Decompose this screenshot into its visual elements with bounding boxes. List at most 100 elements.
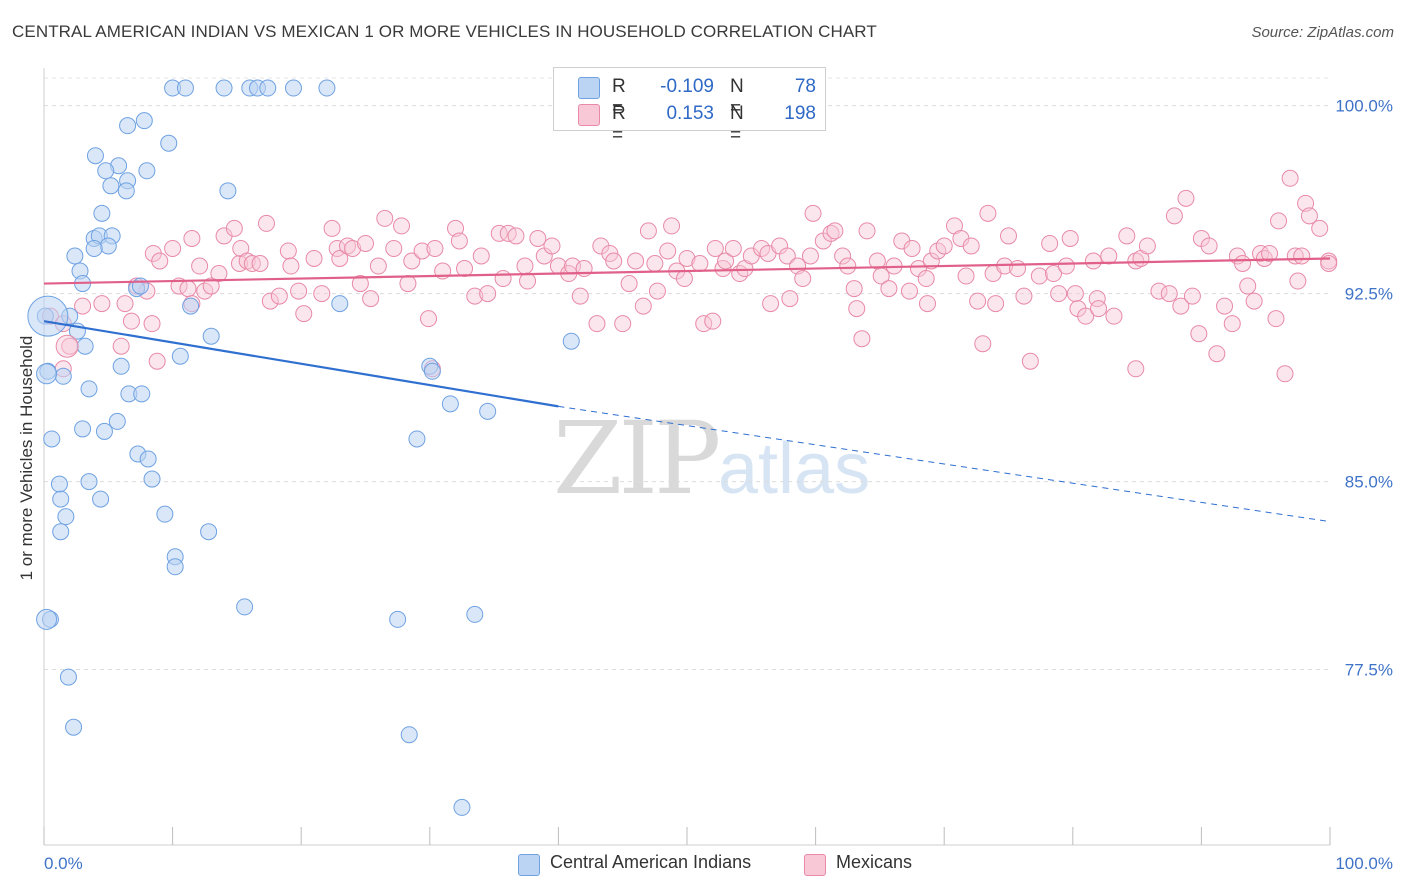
point-central-american-indian (236, 598, 254, 616)
point-central-american-indian (215, 79, 233, 97)
point-mexican (845, 280, 863, 298)
point-mexican (1160, 285, 1178, 303)
point-mexican (979, 204, 997, 222)
legend-r-label: R = (612, 76, 626, 119)
x-tick-label: 100.0% (1335, 854, 1393, 873)
point-mexican (164, 239, 182, 257)
point-central-american-indian (138, 162, 156, 180)
point-mexican (413, 242, 431, 260)
point-central-american-indian (117, 182, 135, 200)
point-mexican (704, 312, 722, 330)
point-central-american-indian (143, 470, 161, 488)
point-mexican (717, 252, 735, 270)
point-mexican (357, 234, 374, 252)
point-central-american-indian (135, 112, 153, 130)
point-mexican (116, 295, 134, 313)
point-central-american-indian (133, 385, 151, 403)
bottom-legend-swatch-pink (804, 854, 826, 876)
point-mexican (1118, 227, 1136, 245)
point-mexican (1138, 237, 1156, 255)
point-central-american-indian (318, 79, 336, 97)
point-mexican (974, 335, 992, 353)
point-mexican (588, 315, 606, 333)
point-central-american-indian (259, 79, 277, 97)
legend-r-value: 0.153 (666, 103, 714, 124)
point-central-american-indian (97, 162, 115, 180)
point-mexican (529, 229, 547, 247)
point-central-american-indian (423, 362, 441, 380)
point-mexican (225, 219, 243, 237)
point-mexican (1239, 277, 1257, 295)
point-mexican (210, 265, 228, 283)
point-mexican (935, 237, 953, 255)
point-central-american-indian (57, 508, 75, 526)
point-mexican (1208, 345, 1226, 363)
point-mexican (494, 270, 512, 288)
point-mexican (663, 217, 681, 235)
point-central-american-indian (408, 430, 426, 448)
point-mexican (362, 290, 380, 308)
point-mexican (1261, 244, 1279, 262)
point-central-american-indian (93, 204, 111, 222)
point-mexican (922, 252, 940, 270)
point-mexican (516, 257, 534, 275)
point-mexican (804, 204, 822, 222)
point-mexican (1300, 207, 1318, 225)
point-mexican (1100, 247, 1118, 265)
point-mexican (1289, 272, 1307, 290)
point-mexican (1105, 307, 1123, 325)
point-mexican (183, 229, 201, 247)
point-mexican (639, 222, 657, 240)
point-mexican (1245, 292, 1263, 310)
point-central-american-indian (441, 395, 459, 413)
point-central-american-indian (562, 332, 580, 350)
point-central-american-indian (80, 380, 98, 398)
point-central-american-indian (202, 327, 220, 345)
point-central-american-indian (108, 412, 126, 430)
point-mexican (627, 252, 645, 270)
point-mexican (507, 227, 525, 245)
y-tick-label: 85.0% (1345, 473, 1393, 492)
point-central-american-indian (66, 247, 84, 265)
point-mexican (969, 292, 987, 310)
point-mexican (1183, 287, 1201, 305)
point-mexican (1084, 252, 1102, 270)
point-mexican (781, 290, 799, 308)
point-mexican (1066, 285, 1084, 303)
point-mexican (706, 239, 724, 257)
point-mexican (1297, 194, 1315, 212)
point-mexican (472, 247, 490, 265)
point-mexican (1311, 219, 1329, 237)
legend-n-value: 198 (784, 103, 816, 124)
point-mexican (903, 239, 921, 257)
point-mexican (801, 247, 819, 265)
point-mexican (151, 252, 169, 270)
trendline-central-american-indians (43, 320, 559, 408)
y-tick-label: 77.5% (1345, 661, 1393, 680)
point-mexican (270, 287, 288, 305)
point-mexican (648, 282, 666, 300)
point-mexican (191, 257, 209, 275)
point-mexican (1216, 297, 1234, 315)
point-mexican (848, 300, 866, 318)
point-mexican (778, 247, 796, 265)
point-central-american-indian (466, 605, 484, 623)
point-central-american-indian (52, 490, 70, 508)
point-mexican (646, 255, 664, 273)
point-mexican (917, 270, 935, 288)
point-mexican (403, 252, 421, 270)
point-central-american-indian (119, 117, 137, 135)
point-central-american-indian (95, 422, 113, 440)
point-central-american-indian (331, 295, 349, 313)
point-mexican (385, 239, 403, 257)
point-mexican (1057, 257, 1075, 275)
point-central-american-indian (131, 277, 149, 295)
point-central-american-indian (389, 610, 407, 628)
y-tick-label: 100.0% (1335, 97, 1393, 116)
point-mexican (1172, 297, 1190, 315)
point-mexican (426, 239, 444, 257)
point-mexican (724, 239, 742, 257)
y-tick-label: 92.5% (1345, 285, 1393, 304)
point-mexican (1200, 237, 1218, 255)
point-mexican (678, 249, 696, 267)
